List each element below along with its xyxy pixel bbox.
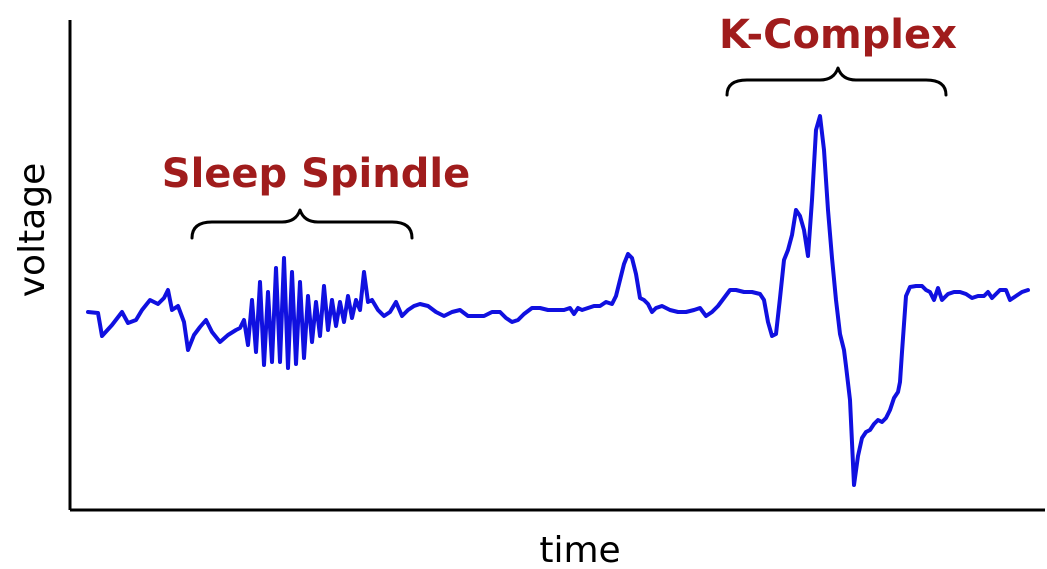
sleep-spindle-brace: [190, 208, 414, 240]
sleep-spindle-label: Sleep Spindle: [162, 151, 470, 197]
k-complex-label: K-Complex: [719, 12, 957, 58]
k-complex-brace: [725, 66, 948, 97]
eeg-trace: [86, 114, 1030, 487]
y-axis-label: voltage: [12, 163, 53, 298]
x-axis-label: time: [539, 530, 620, 569]
